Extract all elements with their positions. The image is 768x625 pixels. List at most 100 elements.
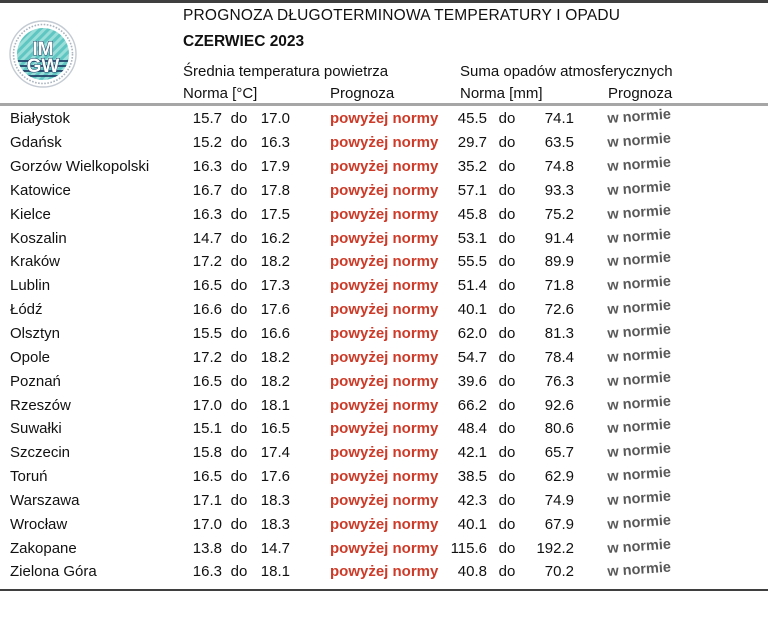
temp-norm-high: 17.6: [260, 301, 290, 319]
precip-norm-high: 76.3: [544, 372, 574, 390]
range-separator: do: [230, 134, 248, 152]
temp-section-header: Średnia temperatura powietrza: [183, 62, 389, 80]
precip-forecast-text: w normie: [606, 321, 672, 343]
precip-norm-low: 62.0: [457, 325, 487, 343]
precip-norm-low: 40.1: [457, 301, 487, 319]
temp-norm-low: 13.8: [192, 539, 222, 557]
precip-norm-low: 39.6: [457, 372, 487, 390]
range-separator: do: [230, 325, 248, 343]
range-separator: do: [498, 563, 516, 581]
precip-forecast-text: w normie: [606, 250, 672, 271]
city-name: Wrocław: [10, 515, 68, 533]
temp-forecast-value: powyżej normy: [330, 205, 439, 223]
precip-norm-high: 70.2: [544, 563, 574, 581]
temp-norm-low: 15.5: [192, 325, 222, 343]
precip-norm-low: 38.5: [457, 468, 487, 486]
city-name: Suwałki: [10, 420, 62, 438]
precip-forecast-header: Prognoza: [608, 85, 673, 102]
precip-forecast-value: w normie: [574, 536, 768, 556]
temp-norm-high: 17.4: [260, 444, 290, 462]
temp-norm-low: 15.8: [192, 444, 222, 462]
temp-forecast-value: powyżej normy: [330, 348, 439, 366]
range-separator: do: [498, 372, 516, 390]
city-name: Białystok: [10, 110, 71, 128]
temp-forecast-value: powyżej normy: [330, 277, 439, 295]
range-separator: do: [230, 181, 248, 199]
range-separator: do: [498, 515, 516, 533]
temp-norm-low: 17.2: [192, 348, 222, 366]
range-separator: do: [230, 110, 248, 128]
temp-norm-high: 18.2: [260, 253, 290, 271]
temp-norm-header: Norma [°C]: [183, 85, 258, 102]
precip-norm-high: 74.1: [544, 110, 574, 128]
precip-forecast-value: w normie: [574, 393, 768, 413]
temp-norm-low: 17.2: [192, 253, 222, 271]
city-name: Zielona Góra: [10, 563, 97, 581]
city-name: Opole: [10, 348, 51, 366]
precip-forecast-text: w normie: [606, 202, 672, 223]
range-separator: do: [230, 468, 248, 486]
range-separator: do: [498, 229, 516, 247]
range-separator: do: [230, 348, 248, 366]
range-separator: do: [230, 253, 248, 271]
precip-forecast-value: w normie: [574, 250, 768, 271]
precip-forecast-value: w normie: [574, 155, 768, 175]
precip-forecast-text: w normie: [606, 226, 672, 247]
temp-forecast-value: powyżej normy: [330, 563, 439, 581]
precip-norm-low: 54.7: [457, 348, 487, 366]
range-separator: do: [230, 420, 248, 438]
table-row: Poznań 16.5 do 18.2 powyżej normy 39.6 d…: [0, 369, 768, 393]
temp-norm-low: 16.5: [192, 468, 222, 486]
table-row: Warszawa 17.1 do 18.3 powyżej normy 42.3…: [0, 489, 768, 513]
table-row: Białystok 15.7 do 17.0 powyżej normy 45.…: [0, 107, 768, 131]
table-row: Kraków 17.2 do 18.2 powyżej normy 55.5 d…: [0, 250, 768, 274]
temp-norm-low: 17.0: [192, 396, 222, 414]
temp-norm-high: 16.5: [260, 420, 290, 438]
temp-norm-high: 18.1: [260, 563, 290, 581]
temp-norm-low: 16.7: [192, 181, 222, 199]
precip-norm-high: 93.3: [544, 181, 574, 199]
precip-forecast-text: w normie: [606, 488, 672, 509]
precip-norm-low: 48.4: [457, 420, 487, 438]
range-separator: do: [230, 229, 248, 247]
precip-forecast-value: w normie: [574, 345, 768, 365]
precip-norm-low: 115.6: [450, 539, 487, 557]
table-row: Łódź 16.6 do 17.6 powyżej normy 40.1 do …: [0, 298, 768, 322]
precip-norm-high: 71.8: [544, 277, 574, 295]
range-separator: do: [498, 539, 516, 557]
precip-forecast-text: w normie: [606, 464, 672, 486]
precip-norm-low: 45.5: [457, 110, 487, 128]
range-separator: do: [230, 491, 248, 509]
city-name: Katowice: [10, 181, 71, 199]
city-name: Gdańsk: [10, 134, 62, 152]
precip-norm-low: 66.2: [457, 396, 487, 414]
range-separator: do: [498, 468, 516, 486]
temp-forecast-value: powyżej normy: [330, 372, 439, 390]
city-name: Olsztyn: [10, 325, 61, 343]
temp-norm-high: 17.9: [260, 158, 290, 176]
precip-norm-high: 65.7: [544, 444, 574, 462]
title-block: PROGNOZA DŁUGOTERMINOWA TEMPERATURY I OP…: [183, 6, 620, 52]
temp-forecast-value: powyżej normy: [330, 229, 439, 247]
range-separator: do: [498, 396, 516, 414]
temp-forecast-value: powyżej normy: [330, 134, 439, 152]
range-separator: do: [498, 491, 516, 509]
temp-norm-high: 16.2: [260, 229, 290, 247]
temp-norm-high: 16.6: [260, 325, 290, 343]
precip-forecast-value: w normie: [574, 441, 768, 461]
precip-norm-high: 91.4: [544, 229, 574, 247]
section-header-row: Średnia temperatura powietrza Suma opadó…: [0, 61, 768, 81]
temp-norm-low: 16.6: [192, 301, 222, 319]
precip-norm-high: 74.8: [544, 158, 574, 176]
table-row: Lublin 16.5 do 17.3 powyżej normy 51.4 d…: [0, 274, 768, 298]
temp-forecast-value: powyżej normy: [330, 110, 439, 128]
temp-forecast-value: powyżej normy: [330, 515, 439, 533]
table-row: Gdańsk 15.2 do 16.3 powyżej normy 29.7 d…: [0, 131, 768, 155]
precip-forecast-text: w normie: [606, 107, 672, 128]
precip-norm-high: 192.2: [536, 539, 574, 557]
precip-norm-low: 35.2: [457, 158, 487, 176]
table-row: Suwałki 15.1 do 16.5 powyżej normy 48.4 …: [0, 417, 768, 441]
temp-forecast-value: powyżej normy: [330, 491, 439, 509]
city-name: Szczecin: [10, 444, 71, 462]
